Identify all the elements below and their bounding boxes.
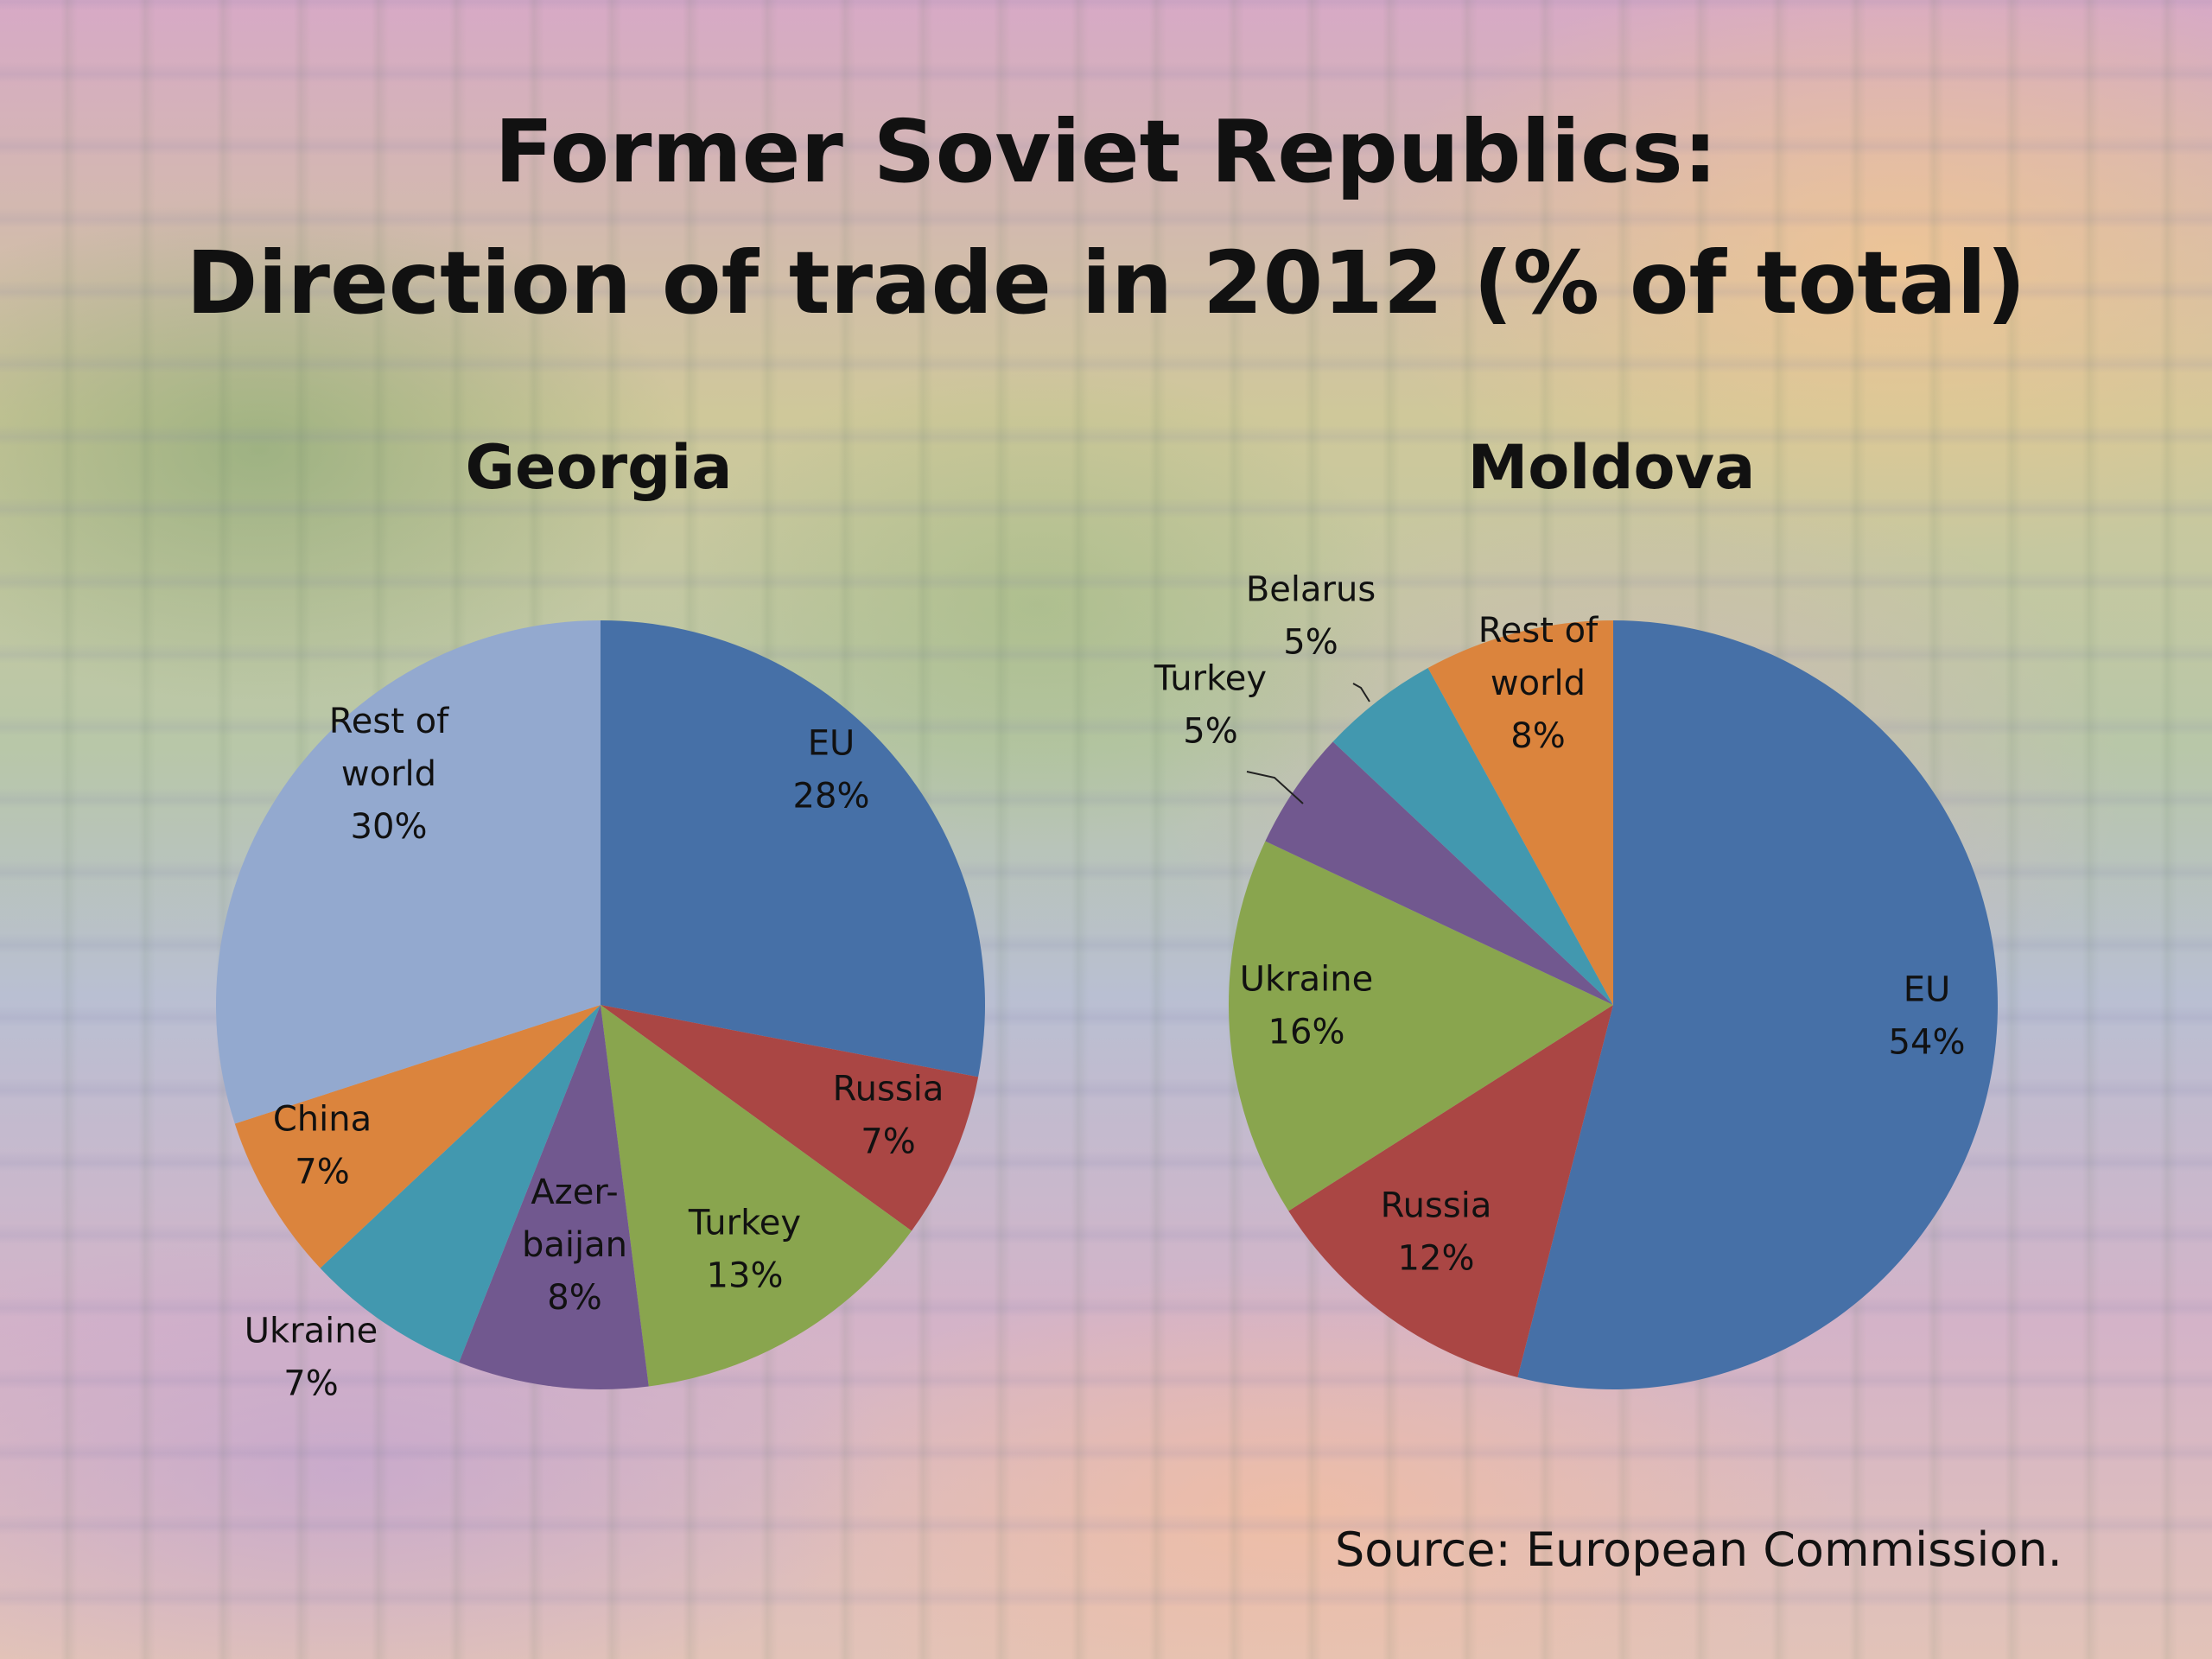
georgia-slice-ukraine	[320, 1005, 601, 1363]
slide-title: Former Soviet Republics: Direction of tr…	[0, 86, 2212, 349]
slide-title-line1: Former Soviet Republics:	[494, 101, 1718, 202]
moldova-label-turkey: Turkey 5%	[1154, 659, 1267, 752]
moldova-slice-russia	[1288, 1005, 1613, 1378]
moldova-pie: EU 54% Russia 12% Ukraine 16% Turkey 5%Belarus 5…	[1154, 570, 1998, 1389]
moldova-slice-turkey	[1265, 741, 1613, 1005]
georgia-slice-china	[234, 1005, 601, 1268]
moldova-slice-rest-of-world	[1427, 620, 1613, 1005]
georgia-chart-title: Georgia	[465, 432, 733, 503]
georgia-slice-azer-baijan	[459, 1005, 649, 1389]
moldova-label-ukraine: Ukraine 16%	[1240, 960, 1373, 1052]
georgia-slice-eu	[601, 620, 986, 1077]
georgia-label-ukraine: Ukraine 7%	[245, 1312, 378, 1404]
georgia-label-china: China 7%	[273, 1100, 372, 1192]
georgia-pie: EU 28% Russia 7% Turkey 13% Azer-baijan 8% Ukrai…	[216, 620, 986, 1404]
georgia-label-turkey: Turkey 13%	[688, 1204, 801, 1296]
moldova-slice-eu	[1517, 620, 1998, 1389]
georgia-label-eu: EU 28%	[793, 724, 870, 817]
moldova-label-rest-of-world: Rest of world 8%	[1478, 611, 1599, 756]
moldova-chart-title: Moldova	[1467, 432, 1756, 503]
moldova-label-russia: Russia 12%	[1381, 1186, 1492, 1279]
moldova-label-belarus: Belarus 5%	[1246, 570, 1376, 663]
moldova-slice-ukraine	[1228, 841, 1613, 1211]
moldova-leader-belarus	[1352, 683, 1370, 702]
moldova-label-eu: EU 54%	[1889, 970, 1966, 1063]
georgia-label-azer-baijan: Azer-baijan 8%	[522, 1173, 627, 1318]
georgia-slice-russia	[601, 1005, 979, 1231]
source-note: Source: European Commission.	[1335, 1522, 2063, 1577]
georgia-slice-rest-of-world	[216, 620, 601, 1124]
slide-title-line2: Direction of trade in 2012 (% of total)	[186, 232, 2026, 334]
georgia-label-rest-of-world: Rest of world 30%	[329, 702, 449, 847]
georgia-label-russia: Russia 7%	[833, 1070, 944, 1162]
moldova-leader-turkey	[1246, 771, 1304, 804]
moldova-slice-belarus	[1332, 668, 1613, 1005]
georgia-slice-turkey	[601, 1005, 912, 1387]
